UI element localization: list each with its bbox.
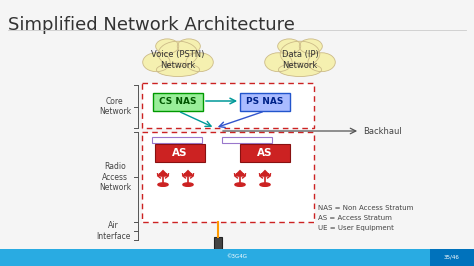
Polygon shape — [157, 170, 169, 176]
FancyBboxPatch shape — [240, 93, 290, 111]
Polygon shape — [234, 170, 246, 176]
Text: ©3G4G: ©3G4G — [227, 255, 247, 260]
Text: CS NAS: CS NAS — [159, 98, 197, 106]
FancyBboxPatch shape — [155, 144, 205, 162]
Ellipse shape — [278, 63, 321, 77]
FancyBboxPatch shape — [214, 237, 222, 249]
FancyBboxPatch shape — [240, 144, 290, 162]
Ellipse shape — [183, 183, 193, 186]
FancyBboxPatch shape — [142, 132, 314, 222]
Text: Voice (PSTN)
Network: Voice (PSTN) Network — [151, 50, 205, 70]
Text: UE = User Equipment: UE = User Equipment — [318, 225, 394, 231]
Ellipse shape — [177, 39, 201, 53]
Polygon shape — [182, 170, 194, 176]
Ellipse shape — [143, 53, 170, 72]
FancyBboxPatch shape — [153, 93, 203, 111]
Polygon shape — [259, 170, 271, 176]
Ellipse shape — [278, 39, 301, 53]
Ellipse shape — [158, 183, 168, 186]
Text: Radio
Access
Network: Radio Access Network — [99, 162, 131, 192]
Ellipse shape — [308, 53, 335, 72]
Text: AS: AS — [257, 148, 273, 158]
Text: Device / UE: Device / UE — [162, 250, 219, 259]
Bar — [0, 249, 474, 266]
Ellipse shape — [260, 183, 270, 186]
Ellipse shape — [186, 53, 213, 72]
Ellipse shape — [264, 53, 292, 72]
Text: NAS = Non Access Stratum: NAS = Non Access Stratum — [318, 205, 413, 211]
Text: AS = Access Stratum: AS = Access Stratum — [318, 215, 392, 221]
Text: Data (IP)
Network: Data (IP) Network — [282, 50, 319, 70]
Ellipse shape — [156, 63, 200, 77]
Ellipse shape — [280, 41, 320, 66]
Ellipse shape — [158, 41, 198, 66]
Bar — [430, 249, 474, 266]
FancyBboxPatch shape — [142, 83, 314, 128]
Text: PS NAS: PS NAS — [246, 98, 283, 106]
Text: Simplified Network Architecture: Simplified Network Architecture — [8, 16, 295, 34]
Text: 35/46: 35/46 — [444, 255, 460, 260]
Ellipse shape — [155, 39, 179, 53]
Text: Air
Interface: Air Interface — [97, 221, 131, 241]
Text: Core
Network: Core Network — [99, 97, 131, 116]
Text: AS: AS — [172, 148, 188, 158]
Ellipse shape — [235, 183, 245, 186]
Ellipse shape — [299, 39, 322, 53]
Text: Backhaul: Backhaul — [363, 127, 402, 135]
